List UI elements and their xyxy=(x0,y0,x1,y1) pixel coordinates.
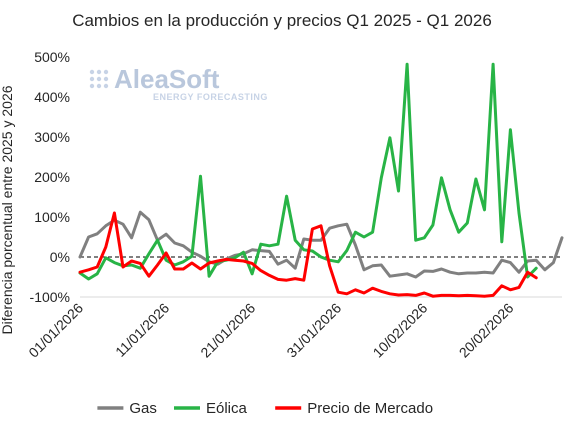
x-tick-label: 21/01/2026 xyxy=(197,300,258,361)
chart-title: Cambios en la producción y precios Q1 20… xyxy=(72,11,492,30)
x-tick-label: 10/02/2026 xyxy=(370,300,431,361)
watermark-logo-dots xyxy=(89,69,109,89)
series-line xyxy=(78,210,564,279)
y-tick-label: 100% xyxy=(34,209,70,225)
legend-label: Gas xyxy=(129,400,157,417)
x-tick-label: 01/01/2026 xyxy=(25,300,86,361)
y-tick-label: 200% xyxy=(34,169,70,185)
y-tick-label: 300% xyxy=(34,129,70,145)
x-tick-label: 11/01/2026 xyxy=(112,300,172,360)
y-tick-label: 400% xyxy=(34,89,70,105)
legend: Gas Eólica Precio de Mercado xyxy=(97,400,433,417)
x-tick-label: 20/02/2026 xyxy=(456,300,517,361)
y-axis-label: Diferencia porcentual entre 2025 y 2026 xyxy=(0,85,15,334)
series-lines xyxy=(78,62,564,298)
y-tick-label: 500% xyxy=(34,49,70,65)
series-line xyxy=(78,211,538,298)
legend-label: Eólica xyxy=(206,400,248,417)
y-tick-label: 0% xyxy=(50,249,70,265)
x-tick-label: 31/01/2026 xyxy=(283,300,344,361)
x-axis: 01/01/2026 11/01/2026 21/01/2026 31/01/2026… xyxy=(25,300,516,361)
y-tick-label: -100% xyxy=(30,289,70,305)
watermark-main: AleaSoft xyxy=(114,64,220,94)
legend-label: Precio de Mercado xyxy=(307,400,433,417)
watermark-sub: ENERGY FORECASTING xyxy=(153,92,268,102)
y-axis: -100% 0% 100% 200% 300% 400% 500% xyxy=(30,49,70,305)
watermark: AleaSoft ENERGY FORECASTING xyxy=(89,64,268,102)
